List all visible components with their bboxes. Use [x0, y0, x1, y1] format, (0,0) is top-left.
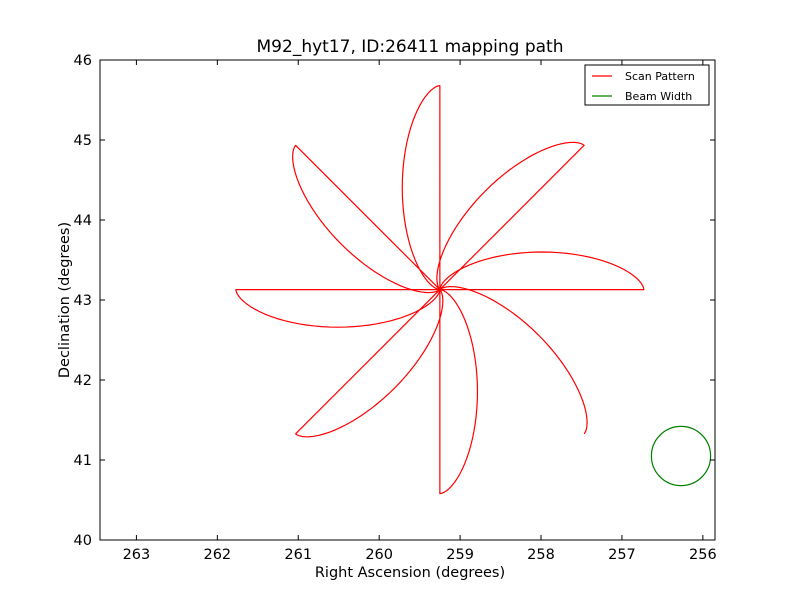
y-tick-label: 44 [74, 213, 92, 229]
legend: Scan Pattern Beam Width [584, 64, 710, 106]
y-tick-label: 40 [74, 533, 92, 549]
x-axis: 263 262 261 260 259 258 257 256 [123, 60, 717, 563]
legend-box [584, 64, 710, 106]
x-tick-label: 256 [689, 547, 717, 563]
series-layer [235, 85, 712, 495]
y-tick-label: 46 [74, 53, 92, 69]
y-axis-title: Declination (degrees) [57, 222, 73, 378]
x-tick-label: 261 [284, 547, 312, 563]
x-tick-label: 259 [446, 547, 474, 563]
x-axis-title: Right Ascension (degrees) [315, 565, 505, 581]
x-tick-label: 258 [527, 547, 555, 563]
legend-label-beam-width: Beam Width [625, 90, 692, 103]
x-tick-label: 260 [365, 547, 393, 563]
legend-label-scan-pattern: Scan Pattern [625, 70, 695, 83]
scan-pattern-line [235, 85, 645, 495]
x-tick-label: 263 [123, 547, 151, 563]
x-tick-label: 257 [608, 547, 636, 563]
beam-width-circle [650, 425, 712, 487]
y-tick-label: 42 [74, 373, 92, 389]
x-tick-label: 262 [203, 547, 231, 563]
chart-title: M92_hyt17, ID:26411 mapping path [257, 37, 564, 57]
y-tick-label: 45 [74, 133, 92, 149]
y-tick-label: 41 [74, 453, 92, 469]
y-axis: 40 41 42 43 44 45 46 [74, 53, 715, 549]
y-tick-label: 43 [74, 293, 92, 309]
